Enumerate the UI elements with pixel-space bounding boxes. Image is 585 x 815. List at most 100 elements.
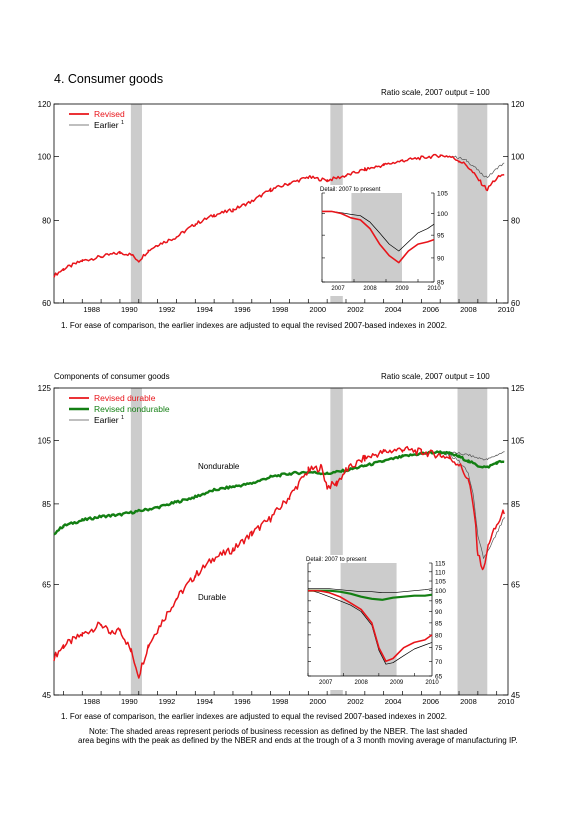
inset-title: Detail: 2007 to present <box>306 557 367 563</box>
y-tick-label: 105 <box>511 436 525 445</box>
page-title: 4. Consumer goods <box>54 72 164 86</box>
inset-x-tick-label: 2009 <box>390 680 404 686</box>
y-tick-label: 105 <box>38 436 52 445</box>
plot-frame <box>53 103 509 304</box>
inset-x-tick-label: 2010 <box>427 286 441 292</box>
inset-x-tick-label: 2010 <box>425 680 439 686</box>
x-tick-label: 1988 <box>83 697 100 706</box>
bottom-heading: Components of consumer goods <box>54 372 170 381</box>
inset-series-earlier <box>308 588 433 594</box>
x-tick-label: 1994 <box>196 697 213 706</box>
x-tick-label: 2004 <box>385 305 402 314</box>
x-tick-label: 2000 <box>309 697 326 706</box>
x-tick-label: 1996 <box>234 697 251 706</box>
annotation-durable: Durable <box>198 593 227 602</box>
y-tick-label: 45 <box>511 691 520 700</box>
top-scale-label: Ratio scale, 2007 output = 100 <box>381 88 490 97</box>
y-tick-label: 100 <box>38 152 52 161</box>
x-tick-label: 2006 <box>422 305 439 314</box>
inset-title: Detail: 2007 to present <box>320 187 381 193</box>
x-tick-label: 1990 <box>121 305 138 314</box>
y-tick-label: 60 <box>511 299 520 308</box>
series-line-revised-nondurable <box>53 450 505 536</box>
legend-superscript: 1 <box>121 120 124 126</box>
y-tick-label: 45 <box>42 691 51 700</box>
inset-y-tick-label: 90 <box>435 609 443 616</box>
bottom-scale-label: Ratio scale, 2007 output = 100 <box>381 372 490 381</box>
inset-x-tick-label: 2009 <box>395 286 409 292</box>
recession-band <box>457 104 488 303</box>
inset-y-tick-label: 85 <box>437 280 445 287</box>
x-tick-label: 1990 <box>121 697 138 706</box>
series-line-revised-durable <box>53 445 505 679</box>
inset-series-revised-nondurable <box>308 589 433 601</box>
x-tick-label: 1988 <box>83 305 100 314</box>
x-tick-label: 2008 <box>460 697 477 706</box>
y-tick-label: 65 <box>42 581 51 590</box>
recession-band <box>457 388 488 695</box>
x-tick-label: 1994 <box>196 305 213 314</box>
inset-y-tick-label: 70 <box>435 659 443 666</box>
x-tick-label: 2002 <box>347 305 364 314</box>
bottom-footnote: 1. For ease of comparison, the earlier i… <box>61 712 448 721</box>
inset-x-tick-label: 2008 <box>363 286 377 292</box>
legend-superscript: 1 <box>121 415 124 421</box>
note-line-2: area begins with the peak as defined by … <box>78 736 518 745</box>
x-tick-label: 2002 <box>347 697 364 706</box>
y-tick-label: 100 <box>511 152 525 161</box>
inset-y-tick-label: 90 <box>437 255 445 262</box>
inset-y-tick-label: 65 <box>435 674 443 681</box>
y-tick-label: 60 <box>42 299 51 308</box>
consumer-goods-components-chart: 45 45 65 65 85 85 105 105 125 125 1988 1990 1992 1994… <box>38 384 525 706</box>
inset-x-tick-label: 2007 <box>331 286 345 292</box>
inset-y-tick-label: 85 <box>435 620 443 627</box>
inset-y-tick-label: 95 <box>437 233 445 240</box>
y-tick-label: 80 <box>511 216 520 225</box>
inset-y-tick-label: 100 <box>437 211 448 218</box>
annotation-nondurable: Nondurable <box>198 462 240 471</box>
y-tick-label: 85 <box>42 500 51 509</box>
x-tick-label: 1996 <box>234 305 251 314</box>
x-tick-label: 1992 <box>159 697 176 706</box>
inset-y-tick-label: 105 <box>437 191 448 198</box>
series-line-revised <box>53 153 505 278</box>
x-tick-label: 2004 <box>385 697 402 706</box>
inset-y-tick-label: 105 <box>435 579 446 586</box>
inset-series-revised <box>322 210 435 264</box>
legend-label-revised: Revised <box>94 109 125 119</box>
x-tick-label: 2000 <box>309 305 326 314</box>
consumer-goods-chart: 60 60 80 80 100 100 120 120 1988 1990 1992 1994 1996… <box>38 100 525 314</box>
recession-band <box>130 388 142 695</box>
inset-x-tick-label: 2008 <box>354 680 368 686</box>
y-tick-label: 120 <box>38 100 52 109</box>
legend-label-earlier: Earlier <box>94 120 119 130</box>
legend-label-revised-durable: Revised durable <box>94 393 156 403</box>
inset-y-tick-label: 80 <box>435 632 443 639</box>
inset-recession-band <box>351 193 402 282</box>
x-tick-label: 2008 <box>460 305 477 314</box>
y-tick-label: 65 <box>511 581 520 590</box>
x-tick-label: 2010 <box>498 697 515 706</box>
inset-y-tick-label: 100 <box>435 588 446 595</box>
note-line-1: Note: The shaded areas represent periods… <box>89 727 468 736</box>
x-tick-label: 2006 <box>422 697 439 706</box>
x-tick-label: 2010 <box>498 305 515 314</box>
inset-y-tick-label: 110 <box>435 569 446 576</box>
legend-label-earlier: Earlier <box>94 415 119 425</box>
x-tick-label: 1992 <box>159 305 176 314</box>
series-line-earlier-durable <box>439 452 505 559</box>
legend-label-revised-nondurable: Revised nondurable <box>94 404 170 414</box>
inset-y-tick-label: 95 <box>435 598 443 605</box>
inset-y-tick-label: 75 <box>435 645 443 652</box>
y-tick-label: 85 <box>511 500 520 509</box>
x-tick-label: 1998 <box>272 305 289 314</box>
y-tick-label: 125 <box>511 384 525 393</box>
series-line-earlier <box>449 155 505 178</box>
inset-y-tick-label: 115 <box>435 561 446 568</box>
y-tick-label: 80 <box>42 216 51 225</box>
y-tick-label: 120 <box>511 100 525 109</box>
inset-x-tick-label: 2007 <box>319 680 333 686</box>
x-tick-label: 1998 <box>272 697 289 706</box>
recession-band <box>130 104 142 303</box>
